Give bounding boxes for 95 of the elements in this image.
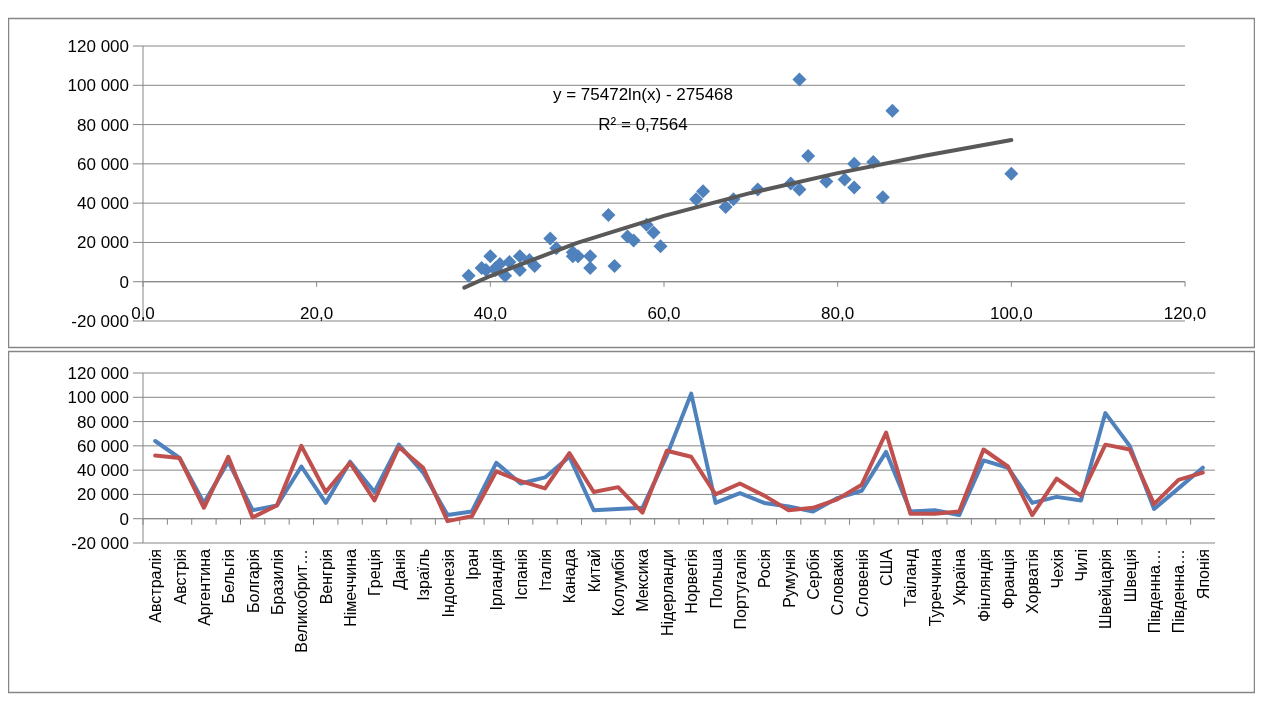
x-tick-label: Словенія <box>853 549 871 618</box>
y-tick-label: -20 000 <box>71 533 129 553</box>
x-tick-label: Таіланд <box>902 548 920 607</box>
x-tick-label: Нідерланди <box>658 549 676 637</box>
x-tick-label: 0,0 <box>131 304 155 323</box>
x-tick-label: Хорватія <box>1024 549 1042 614</box>
x-tick-label: Бельгія <box>220 549 238 604</box>
point <box>620 229 635 244</box>
point <box>718 200 733 215</box>
point <box>607 259 622 273</box>
point <box>646 225 661 240</box>
y-tick-label: 80 000 <box>77 412 129 432</box>
point <box>512 249 527 264</box>
x-tick-label: Німеччина <box>342 548 360 627</box>
point <box>801 149 816 163</box>
x-tick-label: Данія <box>390 549 408 590</box>
x-tick-label: Норвегія <box>683 549 701 614</box>
point <box>461 268 476 283</box>
x-tick-label: Болгарія <box>244 549 262 613</box>
x-tick-label: Україна <box>951 548 969 606</box>
y-tick-label: 20 000 <box>77 233 129 253</box>
point <box>792 72 807 87</box>
line-series <box>462 138 1014 290</box>
annotation: R² = 0,7564 <box>598 115 688 134</box>
x-tick-label: Ірландія <box>488 549 506 611</box>
x-tick-label: 60,0 <box>647 304 681 323</box>
point <box>696 184 711 199</box>
y-tick-label: 40 000 <box>77 194 129 214</box>
point <box>583 260 598 275</box>
x-tick-label: Бразилія <box>269 549 286 615</box>
point <box>502 255 517 270</box>
point <box>583 249 598 264</box>
point <box>653 239 668 254</box>
x-tick-label: 40,0 <box>473 304 507 323</box>
x-tick-label: Туреччина <box>926 548 944 627</box>
x-tick-label: 20,0 <box>300 304 334 323</box>
y-tick-label: 120 000 <box>67 363 129 383</box>
x-tick-label: Словакія <box>829 549 847 616</box>
x-tick-label: Іран <box>463 549 481 581</box>
x-tick-label: Південна… <box>1146 549 1164 634</box>
y-tick-label: 20 000 <box>77 485 129 505</box>
line-series <box>153 430 1205 524</box>
y-tick-label: 100 000 <box>67 76 129 96</box>
x-tick-label: Японія <box>1194 549 1212 600</box>
x-tick-label: 120,0 <box>1163 304 1207 323</box>
annotation: y = 75472ln(x) - 275468 <box>552 85 734 104</box>
point <box>483 249 498 264</box>
x-tick-label: Ізраїль <box>415 549 433 601</box>
point <box>689 192 704 207</box>
x-tick-label: Румунія <box>780 549 798 608</box>
x-tick-label: Канада <box>561 548 579 604</box>
x-tick-label: Франція <box>999 549 1017 610</box>
x-tick-label: Іспанія <box>512 549 530 601</box>
x-tick-label: Колумбія <box>610 549 628 617</box>
y-tick-label: 100 000 <box>67 388 129 408</box>
point <box>792 182 807 197</box>
point <box>601 207 616 222</box>
y-tick-label: 120 000 <box>67 36 129 56</box>
x-tick-label: Великобрит… <box>293 549 311 653</box>
x-tick-label: Швейцарія <box>1097 549 1115 629</box>
y-tick-label: 0 <box>119 509 129 529</box>
x-tick-label: Індонезія <box>439 549 457 618</box>
x-tick-label: Венгрія <box>317 549 335 605</box>
y-tick-label: 40 000 <box>77 461 129 481</box>
x-tick-label: Сербія <box>805 549 822 600</box>
x-tick-label: Чехія <box>1048 549 1066 589</box>
x-tick-label: Фінляндія <box>975 549 993 622</box>
x-tick-label: Греція <box>366 549 384 596</box>
y-tick-label: 80 000 <box>77 115 129 135</box>
point <box>527 259 542 273</box>
x-tick-label: Аргентина <box>195 548 213 626</box>
x-tick-label: 80,0 <box>821 304 855 323</box>
point <box>885 103 900 118</box>
point <box>1004 166 1019 181</box>
y-tick-label: -20 000 <box>71 311 129 331</box>
x-tick-label: Чилі <box>1073 549 1090 582</box>
point <box>837 172 852 187</box>
x-tick-label: Італія <box>537 549 554 592</box>
x-tick-label: Росія <box>756 549 774 589</box>
x-tick-label: Швеція <box>1121 549 1139 603</box>
x-tick-label: Китай <box>585 549 603 593</box>
y-tick-label: 0 <box>119 272 129 292</box>
x-tick-label: Португалія <box>731 549 749 630</box>
x-tick-label: США <box>878 548 896 586</box>
x-tick-label: Польша <box>707 548 725 609</box>
x-tick-label: 100,0 <box>990 304 1033 323</box>
y-tick-label: 60 000 <box>77 154 129 174</box>
point <box>847 180 862 195</box>
x-tick-label: Мексика <box>634 548 652 612</box>
point <box>875 190 890 205</box>
x-tick-label: Австрія <box>171 549 189 605</box>
x-tick-label: Південна… <box>1170 549 1188 634</box>
point <box>543 231 558 246</box>
x-tick-label: Австралія <box>147 549 165 623</box>
y-tick-label: 60 000 <box>77 436 129 456</box>
